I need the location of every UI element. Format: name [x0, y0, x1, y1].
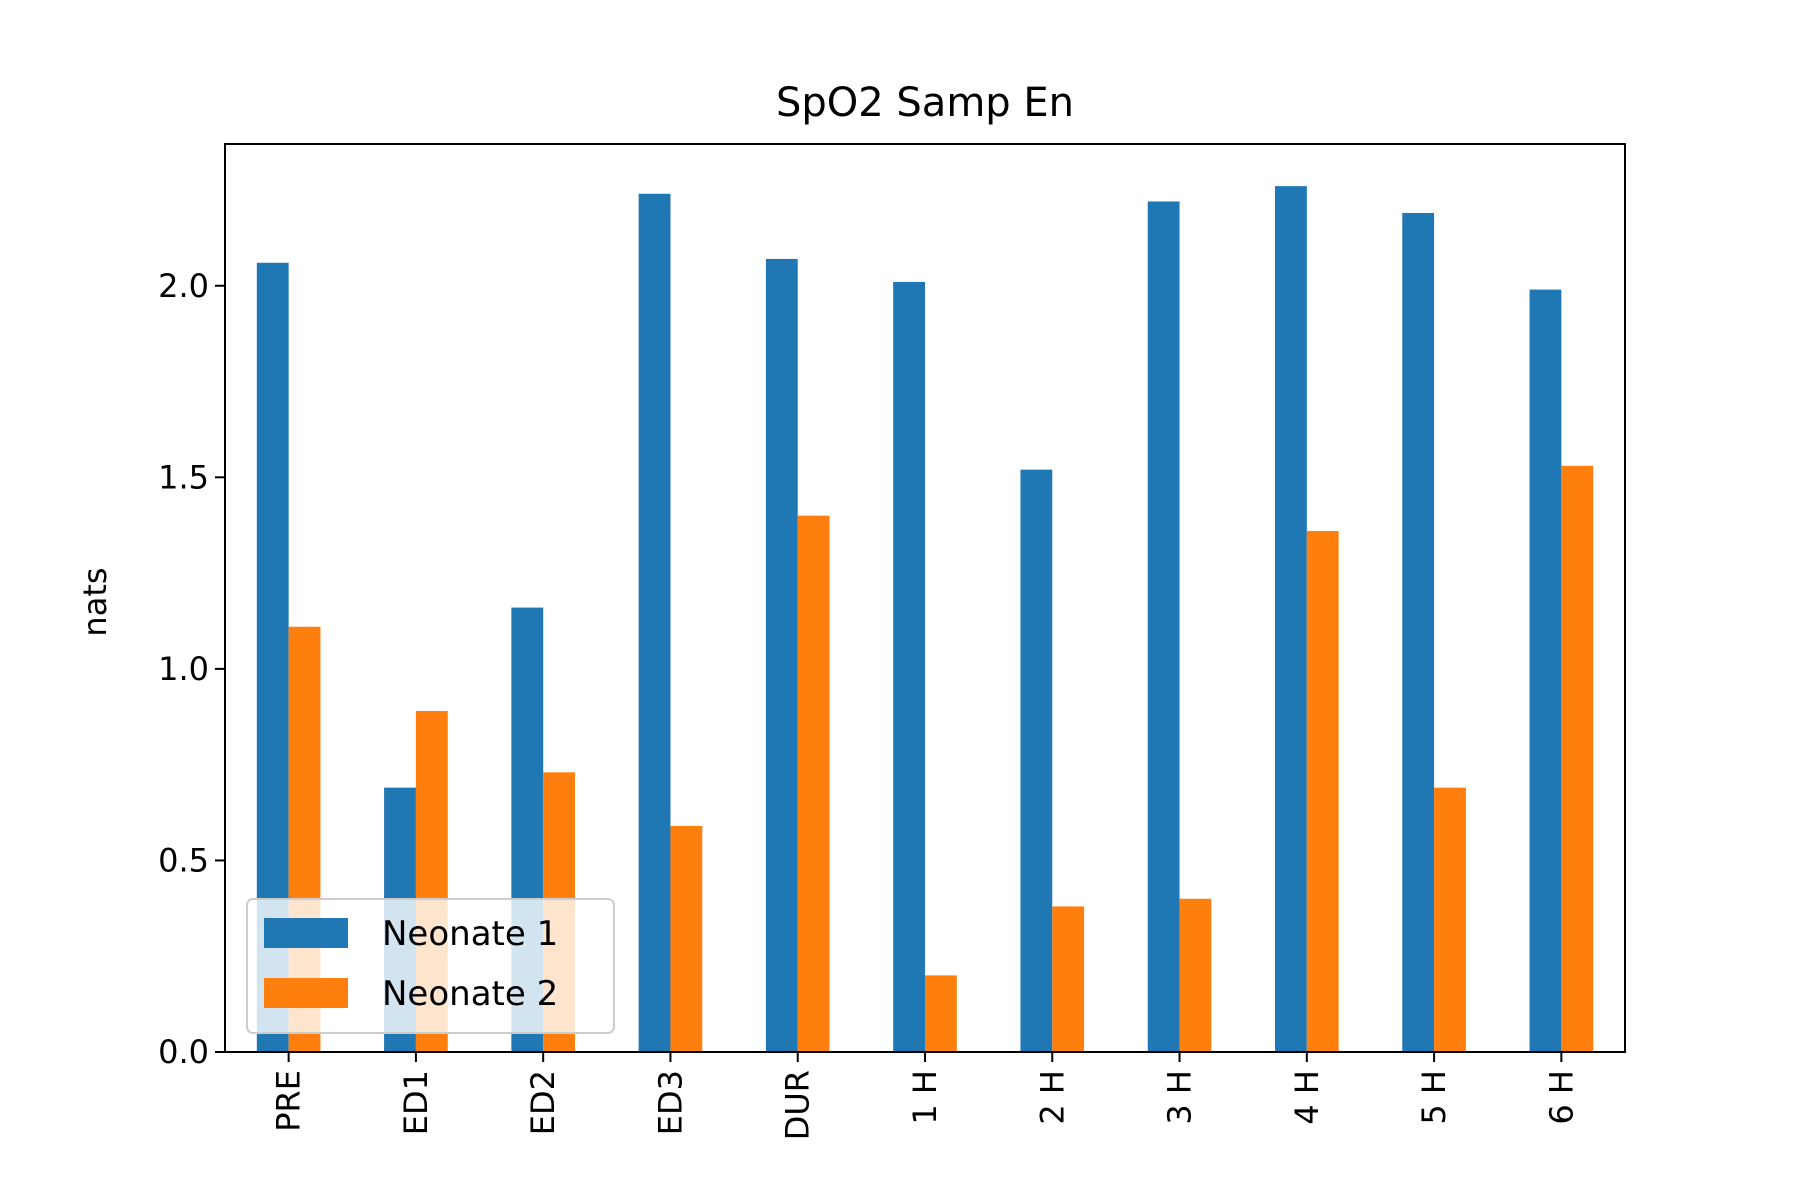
legend-swatch: [264, 978, 348, 1008]
bar-series2-1h: [925, 975, 957, 1052]
bar-series1-2h: [1020, 469, 1053, 1052]
x-tick-label: ED3: [651, 1070, 689, 1135]
bar-series2-2h: [1052, 906, 1085, 1052]
legend: Neonate 1 Neonate 2: [246, 898, 615, 1034]
x-tick-label: 3 H: [1161, 1070, 1199, 1125]
bar-series1-1h: [893, 281, 925, 1052]
x-tick-label: DUR: [779, 1070, 817, 1140]
x-tick-label: 2 H: [1033, 1070, 1071, 1125]
bar-series1-3h: [1147, 201, 1180, 1052]
x-tick-label: 4 H: [1288, 1070, 1326, 1125]
x-tick-label: ED1: [397, 1070, 435, 1135]
x-tick-label: 1 H: [906, 1070, 944, 1125]
bar-series2-dur: [797, 515, 830, 1052]
x-axis-ticks: PRE ED1 ED2 ED3 DUR 1 H 2 H 3 H 4 H 5 H 6 H: [270, 1052, 1580, 1140]
bar-series1-4h: [1275, 186, 1307, 1053]
bar-series2-5h: [1434, 787, 1466, 1052]
x-tick-label: PRE: [270, 1070, 308, 1132]
legend-swatch: [264, 918, 348, 948]
y-tick-label: 1.5: [158, 458, 209, 496]
plot-frame: [224, 143, 1626, 1053]
bar-series1-5h: [1402, 212, 1435, 1052]
x-tick-label: ED2: [524, 1070, 562, 1135]
y-tick-label: 0.0: [158, 1033, 209, 1071]
legend-label: Neonate 1: [382, 914, 558, 954]
bar-series2-3h: [1179, 898, 1212, 1052]
bar-series2-ed3: [670, 825, 703, 1052]
bar-series1-dur: [765, 258, 798, 1052]
chart-title: SpO2 Samp En: [776, 80, 1074, 126]
x-tick-label: 5 H: [1415, 1070, 1453, 1125]
y-tick-label: 1.0: [158, 650, 209, 688]
y-axis-label: nats: [76, 567, 114, 636]
x-tick-label: 6 H: [1542, 1070, 1580, 1125]
bar-series2-6h: [1561, 465, 1594, 1053]
y-axis-ticks: 0.0 0.5 1.0 1.5 2.0: [158, 267, 225, 1071]
y-tick-label: 0.5: [158, 841, 209, 879]
bar-series1-6h: [1529, 289, 1562, 1052]
bar-series1-ed3: [638, 193, 671, 1052]
legend-label: Neonate 2: [382, 974, 558, 1014]
y-tick-label: 2.0: [158, 267, 209, 305]
bar-series2-4h: [1306, 530, 1339, 1052]
